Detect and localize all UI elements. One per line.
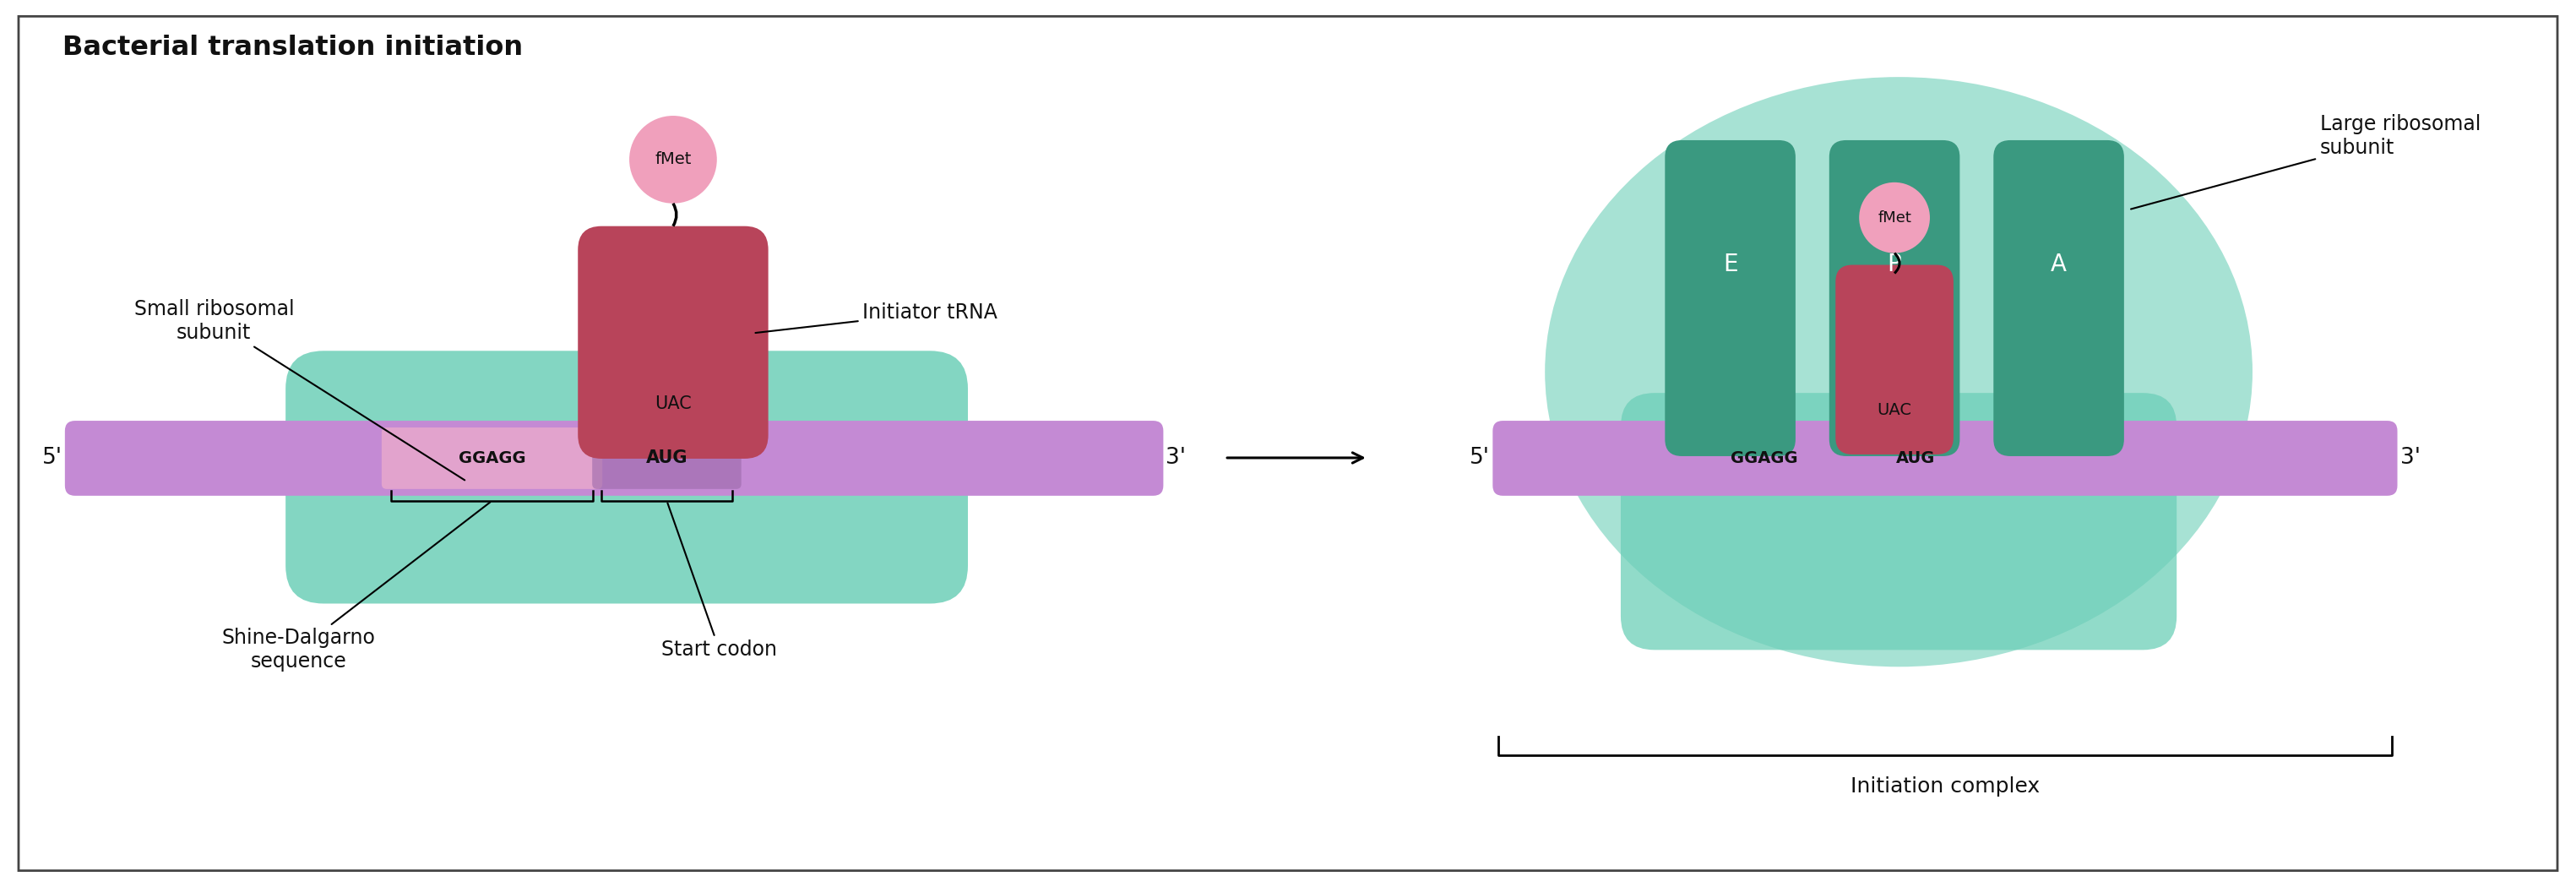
Text: Start codon: Start codon <box>662 503 778 660</box>
Text: UAC: UAC <box>654 396 690 412</box>
Text: Shine-Dalgarno
sequence: Shine-Dalgarno sequence <box>222 502 489 671</box>
FancyBboxPatch shape <box>286 351 969 603</box>
Text: AUG: AUG <box>647 450 688 467</box>
FancyBboxPatch shape <box>1492 420 2398 496</box>
FancyBboxPatch shape <box>577 226 768 459</box>
Text: AUG: AUG <box>1896 451 1935 467</box>
Ellipse shape <box>1546 77 2251 667</box>
FancyBboxPatch shape <box>1994 140 2125 456</box>
Text: Bacterial translation initiation: Bacterial translation initiation <box>62 35 523 61</box>
Text: Large ribosomal
subunit: Large ribosomal subunit <box>2130 114 2481 209</box>
Text: A: A <box>2050 253 2066 276</box>
Text: 3': 3' <box>1167 447 1185 469</box>
Text: P: P <box>1888 253 1901 276</box>
Text: fMet: fMet <box>1878 210 1911 225</box>
FancyBboxPatch shape <box>592 428 742 489</box>
FancyBboxPatch shape <box>381 428 603 489</box>
Text: fMet: fMet <box>654 152 690 168</box>
Text: 3': 3' <box>2401 447 2421 469</box>
Text: 5': 5' <box>1471 447 1489 469</box>
FancyBboxPatch shape <box>18 16 2558 871</box>
FancyBboxPatch shape <box>1620 393 2177 650</box>
Text: E: E <box>1723 253 1739 276</box>
FancyBboxPatch shape <box>1837 265 1953 454</box>
Text: Small ribosomal
subunit: Small ribosomal subunit <box>134 300 464 480</box>
Text: Initiator tRNA: Initiator tRNA <box>755 302 997 333</box>
Text: Initiation complex: Initiation complex <box>1850 776 2040 797</box>
Circle shape <box>1860 183 1929 253</box>
Text: 5': 5' <box>41 447 62 469</box>
Text: UAC: UAC <box>1878 402 1911 419</box>
FancyBboxPatch shape <box>1829 140 1960 456</box>
Text: GGAGG: GGAGG <box>1731 451 1798 467</box>
Text: GGAGG: GGAGG <box>459 451 526 467</box>
FancyBboxPatch shape <box>1664 140 1795 456</box>
Circle shape <box>629 116 716 203</box>
FancyBboxPatch shape <box>64 420 1164 496</box>
